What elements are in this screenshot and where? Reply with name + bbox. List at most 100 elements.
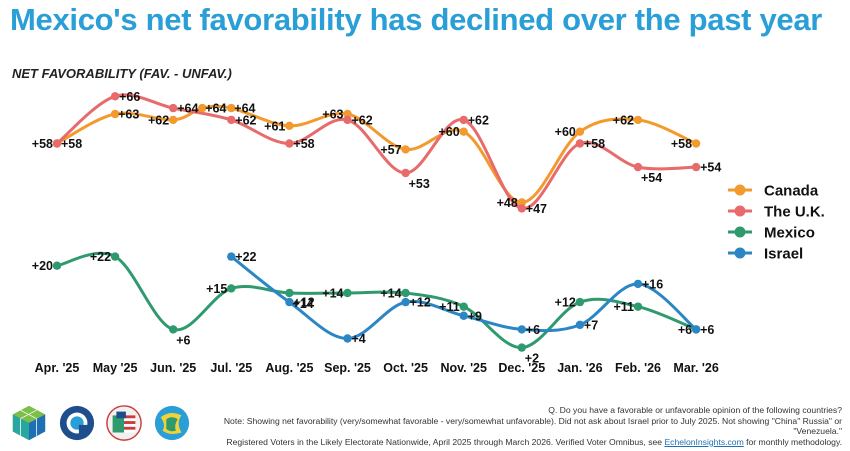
canada-point (459, 127, 468, 136)
mexico-point (459, 302, 468, 311)
the-u-k-point (517, 204, 526, 213)
globe-logo (154, 405, 190, 441)
israel-point (401, 297, 410, 307)
mexico-line (55, 251, 698, 350)
israel-point (285, 297, 294, 307)
series-points (52, 92, 701, 352)
x-tick-label: Oct. '25 (383, 361, 428, 375)
mexico-point-label: +14 (322, 287, 343, 301)
canada-point-label: +58 (671, 137, 692, 151)
x-tick-label: Aug. '25 (265, 361, 313, 375)
israel-point-label: +16 (642, 277, 663, 291)
the-u-k-point (285, 139, 294, 148)
canada-point-label: +60 (555, 125, 576, 139)
footer-notes: Q. Do you have a favorable or unfavorabl… (202, 405, 842, 447)
canada-point (198, 103, 207, 113)
x-tick-label: Sep. '25 (324, 361, 371, 375)
the-u-k-point-label: +62 (235, 113, 256, 127)
israel-point-label: +7 (584, 318, 598, 332)
the-u-k-point-label: +62 (352, 113, 373, 127)
mexico-point (227, 284, 236, 293)
canada-point (169, 115, 178, 125)
the-u-k-point (401, 168, 410, 178)
mexico-point-label: +6 (678, 323, 692, 337)
line-chart: +58+63 +62+64 +64+61+63+57+60+48+60+62+58+… (32, 90, 825, 375)
canada-point (575, 127, 585, 136)
the-u-k-point-label: +47 (526, 202, 547, 216)
mexico-point (517, 343, 526, 352)
canada-point-label: +64 (234, 102, 255, 116)
the-u-k-legend-label: The U.K. (764, 204, 825, 221)
canada-point-label: +63 (322, 108, 343, 122)
x-tick-label: Mar. '26 (673, 361, 718, 375)
flags-logo (106, 405, 142, 441)
the-u-k-point (52, 139, 62, 148)
the-u-k-point-label: +54 (700, 161, 721, 175)
the-u-k-point-label: +58 (293, 137, 314, 151)
the-u-k-point (110, 92, 120, 101)
canada-point-label: +63 (118, 108, 139, 122)
israel-point (227, 252, 236, 261)
mexico-point-label: +2 (525, 352, 539, 366)
mexico-point-label: +11 (439, 300, 460, 314)
legend: Canada The U.K. Mexico Israel (728, 183, 825, 263)
x-tick-label: Dec. '25 (498, 361, 545, 375)
mexico-point (169, 325, 178, 334)
the-u-k-point (169, 103, 178, 113)
mexico-legend-label: Mexico (764, 225, 815, 242)
canada-point-label: +57 (380, 143, 401, 157)
the-u-k-point (633, 162, 643, 172)
x-axis-ticks: Apr. '25 May '25 Jun. '25 Jul. '25 Aug. '25 S… (35, 361, 719, 375)
mexico-point-label: +6 (176, 333, 190, 347)
cube-logo (12, 405, 46, 441)
canada-legend-marker (734, 184, 746, 196)
x-tick-label: May '25 (93, 361, 138, 375)
echelon-link[interactable]: EchelonInsights.com (664, 436, 744, 447)
israel-legend-label: Israel (764, 246, 803, 263)
x-tick-label: Feb. '26 (615, 361, 661, 375)
the-u-k-line (55, 93, 698, 210)
mexico-point (343, 288, 352, 298)
canada-legend-label: Canada (764, 183, 819, 200)
mexico-point (633, 302, 643, 311)
x-tick-label: Jul. '25 (210, 361, 252, 375)
israel-point-label: +22 (235, 250, 256, 264)
mexico-point (52, 261, 62, 270)
point-labels: +58+63 +62+64 +64+61+63+57+60+48+60+62+58+… (32, 90, 722, 366)
the-u-k-point-label: +58 (584, 137, 605, 151)
the-u-k-point (459, 115, 468, 125)
canada-point (110, 109, 120, 119)
israel-point-label: +12 (410, 296, 431, 310)
canada-point-label: +60 (438, 125, 459, 139)
the-u-k-point-label: +53 (409, 177, 430, 191)
the-u-k-point-label: +62 (468, 113, 489, 127)
the-u-k-point-label: +58 (61, 137, 82, 151)
question-text: Q. Do you have a favorable or unfavorabl… (548, 405, 842, 415)
mexico-point-label: +11 (613, 300, 634, 314)
canada-point (401, 145, 410, 154)
x-tick-label: Jan. '26 (557, 361, 602, 375)
series-lines (55, 93, 698, 350)
canada-point (343, 109, 352, 119)
mexico-point (401, 288, 410, 298)
chart-subtitle: NET FAVORABILITY (FAV. - UNFAV.) (12, 66, 232, 81)
israel-point (343, 334, 352, 343)
mexico-point-label: +20 (32, 259, 53, 273)
canada-point (633, 115, 643, 125)
the-u-k-point-label: +66 (119, 90, 140, 104)
israel-point (459, 311, 468, 320)
page-title: Mexico's net favorability has declined o… (10, 2, 823, 37)
x-tick-label: Nov. '25 (440, 361, 487, 375)
x-tick-label: Jun. '25 (150, 361, 196, 375)
israel-legend-marker (734, 247, 746, 259)
mexico-point-label: +14 (380, 287, 401, 301)
the-u-k-point (343, 115, 352, 125)
mexico-point (110, 252, 120, 261)
mexico-point (575, 297, 585, 307)
methodology-text: Registered Voters in the Likely Electora… (226, 436, 842, 447)
mexico-point-label: +12 (555, 296, 576, 310)
canada-point-label: +58 (32, 137, 53, 151)
the-u-k-point (227, 115, 236, 125)
israel-point-label: +4 (352, 332, 366, 346)
the-u-k-point-label: +64 (177, 102, 198, 116)
